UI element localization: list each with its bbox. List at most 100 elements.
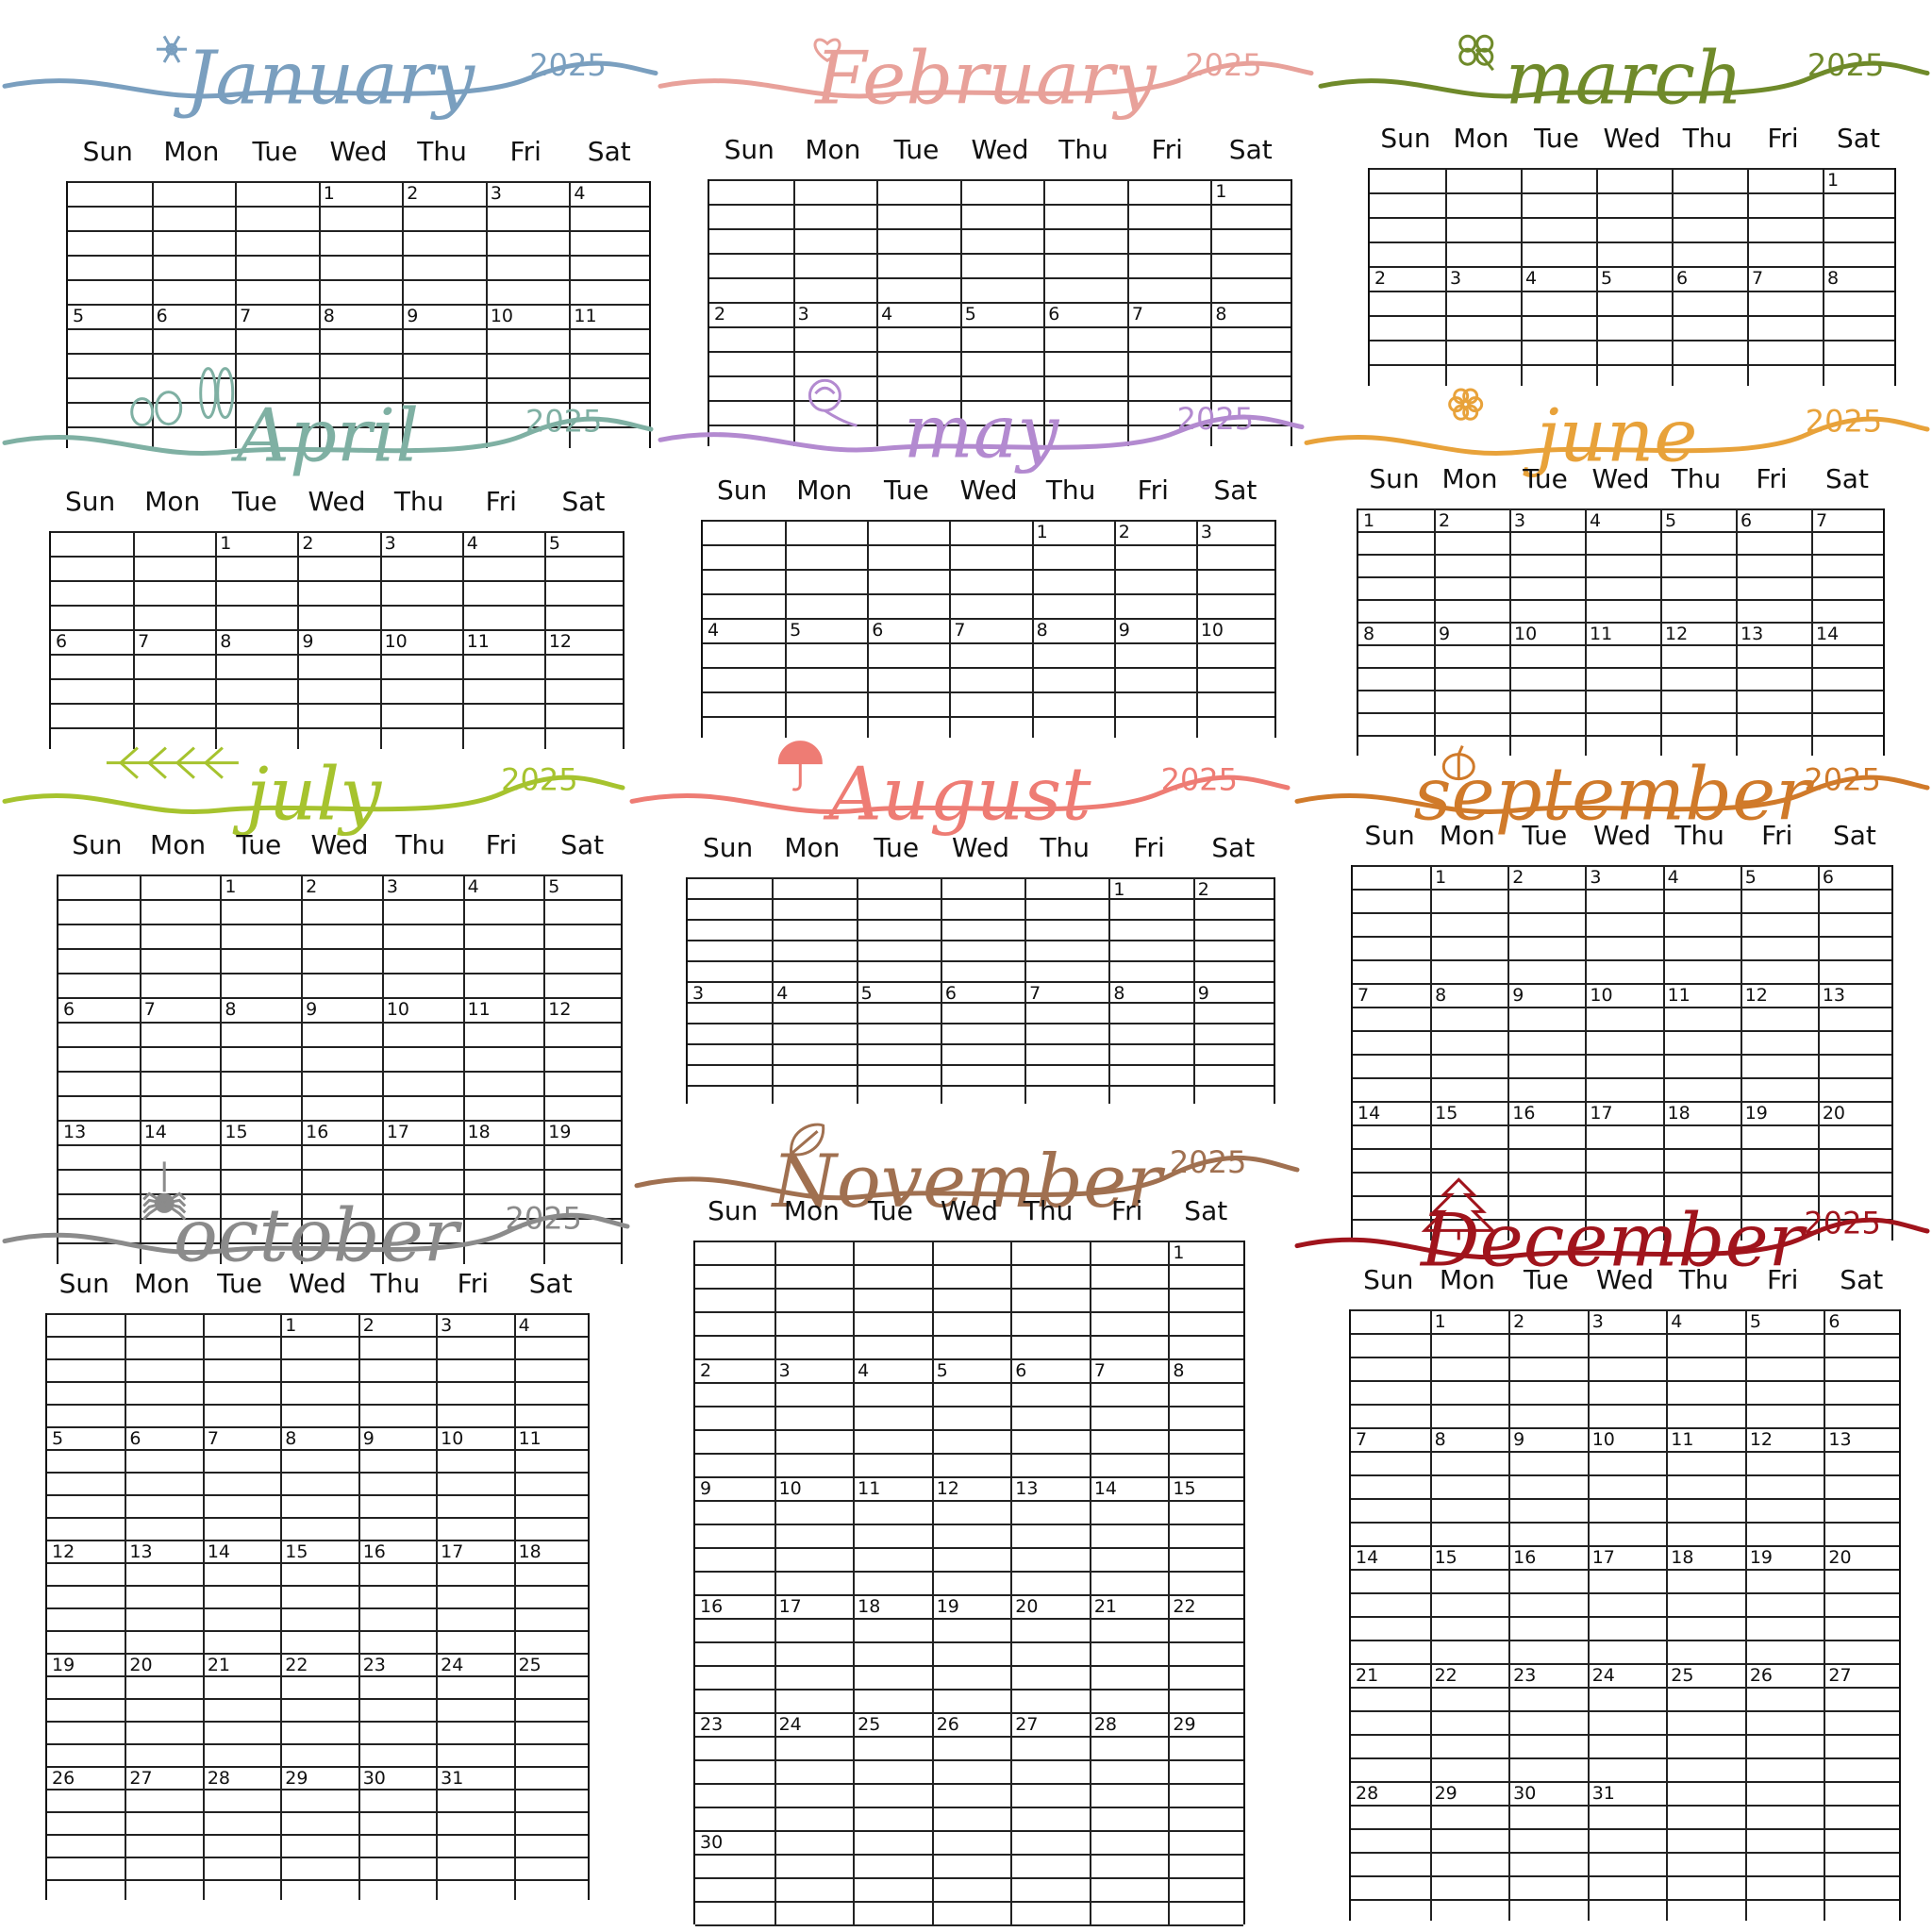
day-number: 7 [1752,268,1764,289]
year-label: 2025 [525,403,602,439]
year-label: 2025 [1806,403,1882,439]
day-number: 4 [518,1315,530,1336]
grid-column-line [1740,865,1742,1241]
day-number: 12 [548,631,573,652]
day-number: 7 [207,1428,219,1449]
month-grid: 1 2 3 4 5 6 7 8 9 10 11 12 13 14 15 16 17 18 19 20 21 22 23 24 2… [1349,1309,1901,1921]
grid-column-line [1434,508,1436,756]
grid-row-line [1351,1616,1899,1618]
grid-row-line [1353,912,1891,914]
month-name: January [173,37,475,122]
weekday-label: Wed [308,486,366,517]
grid-row-line [695,1476,1243,1478]
weekday-label: Wed [288,1268,346,1299]
day-number: 7 [1029,983,1041,1004]
day-number: 4 [1525,268,1538,289]
grid-row-line [47,1630,588,1632]
year-label: 2025 [505,1201,581,1237]
grid-row-line [58,899,621,901]
day-number: 24 [441,1655,464,1675]
weekday-label: Wed [951,832,1009,863]
day-number: 1 [1434,1311,1446,1332]
day-number: 14 [1356,1547,1379,1568]
day-number: 3 [1200,522,1212,542]
day-number: 12 [52,1541,75,1562]
grid-row-line [1370,315,1894,317]
grid-row-line [695,1830,1243,1832]
day-number: 12 [936,1478,959,1499]
day-number: 2 [407,183,419,204]
grid-column-line [280,1313,283,1900]
grid-row-line [695,1571,1243,1573]
weekday-label: Sat [1825,463,1869,494]
day-number: 16 [1513,1547,1537,1568]
month-header: july 2025 [2,746,625,838]
grid-row-line [709,179,1291,181]
day-number: 12 [548,999,572,1020]
month-grid: 1 2 3 4 5 6 7 8 9 10 11 12 [49,531,625,749]
month-grid: 1 2 3 4 5 6 7 8 9 10 11 12 13 14 15 16 17 18 19 20 21 22 23 24 2… [45,1313,590,1900]
grid-row-line [709,351,1291,353]
grid-column-line [1521,168,1523,386]
day-number: 8 [1434,1429,1446,1450]
grid-row-line [51,629,623,631]
grid-row-line [695,1429,1243,1431]
weekday-label: Mon [805,134,861,165]
day-number: 5 [860,983,873,1004]
grid-row-line [58,948,621,950]
grid-row-line [51,654,623,656]
grid-column-line [462,874,465,1264]
grid-row-line [58,1144,621,1146]
grid-row-line [1353,959,1891,961]
grid-row-line [1358,508,1883,510]
weekday-label: Sun [72,829,123,860]
day-number: 6 [1822,867,1834,888]
weekday-label: Sun [58,1268,109,1299]
month-flourish [2,774,625,815]
grid-row-line [58,1120,621,1122]
grid-row-line [47,1404,588,1406]
day-number: 19 [52,1655,75,1675]
carnation-icon [808,378,858,427]
month-name: september [1414,753,1816,838]
grid-row-line [688,940,1274,941]
month-grid: 1 2 3 4 5 6 7 8 9 10 11 12 13 14 15 16 17 18 19 [57,874,623,1264]
grid-row-line [695,1241,1243,1242]
weekday-label: Tue [874,832,920,863]
day-number: 7 [1093,1360,1106,1381]
month-flourish [2,1212,630,1256]
day-number: 4 [881,304,893,325]
weekday-label: Fri [509,136,541,167]
day-number: 4 [708,620,720,641]
day-number: 11 [574,306,597,326]
day-number: 7 [1357,985,1370,1006]
grid-column-line [485,181,488,448]
month-flourish [1304,416,1930,457]
grid-column-line [792,179,795,446]
weekday-label: Sat [1837,123,1880,154]
weekday-label: Mon [783,1195,840,1226]
day-number: 17 [386,1122,410,1142]
day-number: 2 [1118,522,1130,542]
grid-row-line [695,1759,1243,1761]
weekday-label: Fri [485,486,517,517]
grid-row-line [1353,1030,1891,1032]
day-number: 30 [362,1768,386,1789]
day-number: 7 [143,999,156,1020]
month-header: April 2025 [2,367,654,479]
weekday-label: Mon [1453,123,1509,154]
grid-row-line [47,1789,588,1790]
day-number: 6 [156,306,168,326]
day-number: 3 [1590,867,1602,888]
grid-row-line [1358,622,1883,624]
grid-column-line [1817,865,1820,1241]
month-grid: 1 2 3 4 5 6 7 8 9 [686,877,1275,1104]
grid-row-line [1351,1592,1899,1594]
day-number: 5 [52,1428,64,1449]
day-number: 21 [1356,1665,1379,1686]
day-number: 18 [1671,1547,1694,1568]
grid-row-line [58,874,621,876]
weekday-label: Mon [784,832,841,863]
grid-row-line [695,1453,1243,1455]
